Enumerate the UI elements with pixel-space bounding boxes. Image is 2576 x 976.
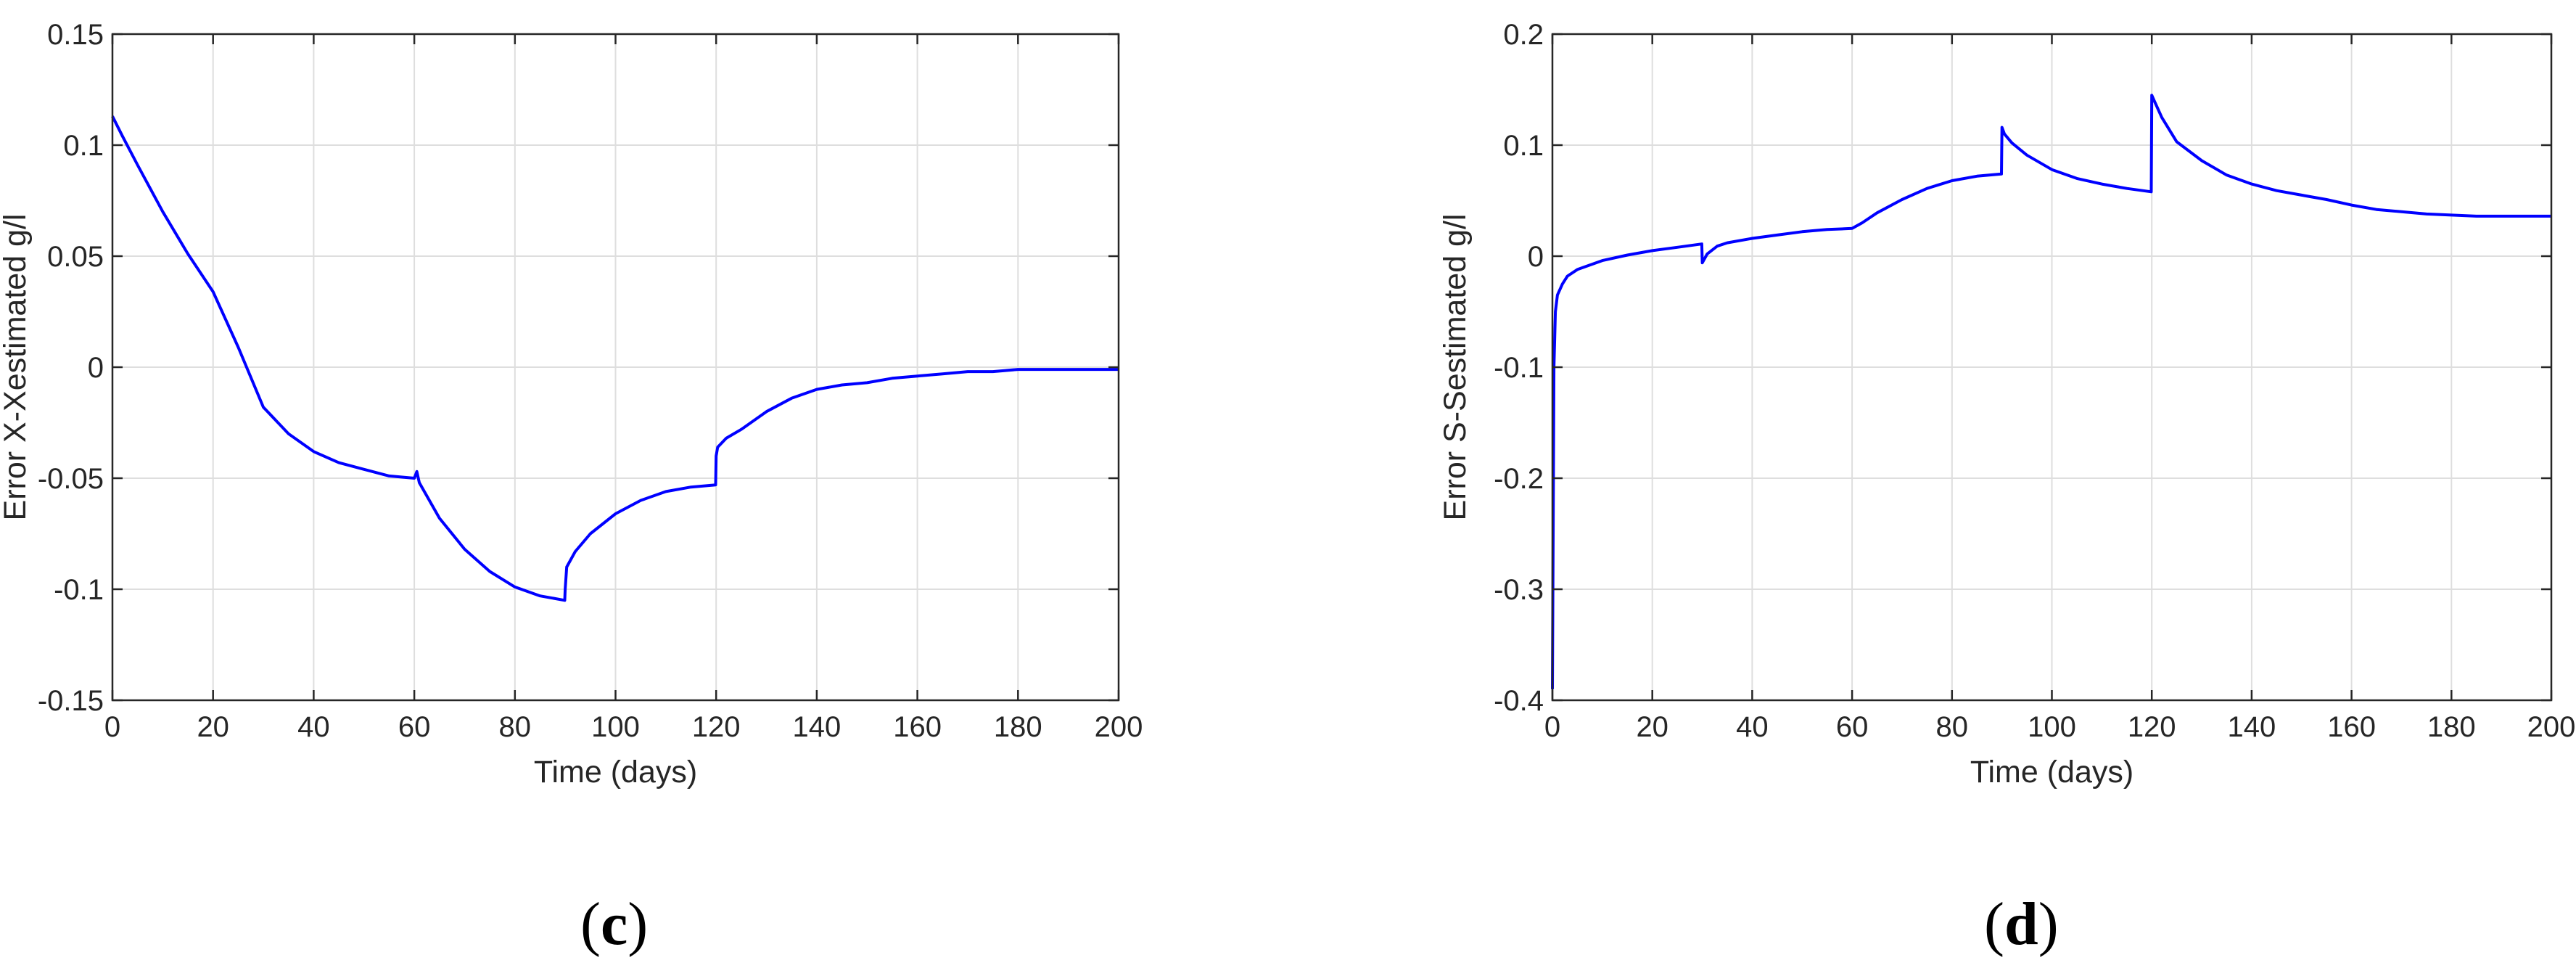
y-axis-label: Error S-Sestimated g/l xyxy=(1438,214,1473,521)
series-line-0 xyxy=(1551,94,2551,689)
y-tick-label: -0.1 xyxy=(1494,352,1544,384)
x-tick-label: 20 xyxy=(1636,711,1668,743)
chart-c: 0 20 40 60 80 100 120 140 160 180 200 -0.15 -0.1 -0.0… xyxy=(0,19,1143,790)
x-tick-label: 180 xyxy=(994,711,1042,743)
y-tick-label: -0.1 xyxy=(54,574,104,606)
x-tick-label: 100 xyxy=(2028,711,2076,743)
x-tick-label: 60 xyxy=(1836,711,1869,743)
x-tick-label: 120 xyxy=(692,711,741,743)
x-tick-label: 40 xyxy=(297,711,330,743)
y-tick-label: -0.15 xyxy=(38,685,104,717)
panel-label-c: (c) xyxy=(580,890,649,958)
y-tick-label: 0.1 xyxy=(63,130,104,162)
y-tick-label: 0.2 xyxy=(1503,19,1544,51)
x-tick-label: 60 xyxy=(398,711,431,743)
x-tick-label: 80 xyxy=(499,711,532,743)
x-tick-label: 100 xyxy=(591,711,640,743)
panel-label-d: (d) xyxy=(1984,890,2059,958)
chart-d: 0 20 40 60 80 100 120 140 160 180 200 -0.4 -0.3 -0.2 -… xyxy=(1438,19,2575,790)
series-line-0 xyxy=(111,115,1119,602)
x-tick-label: 160 xyxy=(893,711,942,743)
x-tick-label: 0 xyxy=(1544,711,1560,743)
x-tick-label: 140 xyxy=(793,711,841,743)
y-tick-label: 0.05 xyxy=(47,241,104,273)
x-tick-label: 120 xyxy=(2128,711,2176,743)
x-axis-label: Time (days) xyxy=(534,755,697,790)
y-tick-label: -0.4 xyxy=(1494,685,1544,717)
y-tick-label: 0 xyxy=(1528,241,1544,273)
y-tick-label: 0.15 xyxy=(47,19,104,51)
x-axis-label: Time (days) xyxy=(1970,755,2133,790)
x-tick-label: 140 xyxy=(2228,711,2276,743)
x-tick-label: 80 xyxy=(1936,711,1969,743)
x-tick-label: 40 xyxy=(1736,711,1769,743)
x-tick-label: 0 xyxy=(104,711,120,743)
y-tick-label: -0.05 xyxy=(38,463,104,495)
x-tick-label: 160 xyxy=(2327,711,2376,743)
x-tick-label: 200 xyxy=(2527,711,2576,743)
x-tick-label: 20 xyxy=(197,711,229,743)
y-tick-label: 0.1 xyxy=(1503,130,1544,162)
y-axis-label: Error X-Xestimated g/l xyxy=(0,214,33,521)
x-tick-label: 180 xyxy=(2427,711,2476,743)
x-tick-label: 200 xyxy=(1095,711,1143,743)
y-tick-label: -0.2 xyxy=(1494,463,1544,495)
y-tick-label: 0 xyxy=(88,352,104,384)
y-tick-label: -0.3 xyxy=(1494,574,1544,606)
